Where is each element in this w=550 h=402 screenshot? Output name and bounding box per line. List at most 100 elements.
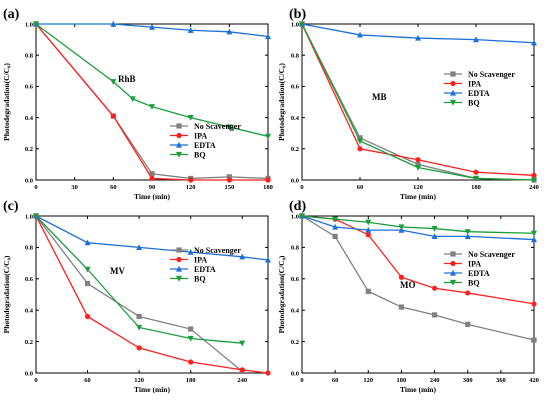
data-point (398, 274, 405, 280)
data-point (365, 232, 371, 238)
data-point (136, 244, 143, 250)
x-tick-label: 120 (134, 377, 144, 384)
legend-item: EDTA (444, 269, 490, 278)
y-tick-label: 0.0 (25, 177, 33, 184)
panel-label: (d) (289, 199, 306, 214)
legend-label: IPA (194, 255, 207, 264)
dye-annotation: RhB (118, 74, 136, 84)
data-point (465, 290, 471, 296)
series-bq (299, 21, 537, 184)
legend-item: No Scavenger (170, 122, 241, 131)
data-point (265, 177, 271, 183)
x-tick-label: 0 (34, 184, 37, 191)
chart-panel-a: 0 30 60 90 120 150 180 0.0 0.2 0.4 0.6 0.8 1.0 Time (… (2, 7, 273, 201)
data-point (84, 266, 91, 273)
series-line (301, 23, 535, 181)
x-axis-label: Time (min) (134, 192, 170, 201)
series-line (35, 23, 269, 137)
legend-swatch-marker (176, 275, 182, 282)
data-point (431, 312, 438, 318)
data-point (531, 337, 537, 343)
dye-annotation: MV (110, 266, 125, 276)
legend-swatch-marker (176, 141, 182, 148)
x-axis-label: Time (min) (134, 385, 170, 394)
y-tick-label: 0.6 (291, 276, 300, 283)
legend-item: BQ (170, 274, 206, 283)
series-line (35, 215, 269, 374)
data-point (357, 138, 363, 145)
legend-swatch-marker (450, 80, 456, 87)
y-tick-label: 0.4 (25, 115, 34, 122)
data-point (473, 36, 479, 43)
x-tick-label: 360 (496, 377, 506, 384)
x-axis-label: Time (min) (400, 192, 436, 201)
y-tick-label: 0.2 (25, 339, 33, 346)
y-tick-label: 0.6 (25, 84, 34, 91)
series-no-scavenger (33, 21, 271, 182)
data-point (332, 233, 338, 240)
legend-item: IPA (444, 259, 481, 268)
data-point (129, 96, 136, 103)
data-point (226, 124, 233, 131)
data-point (239, 340, 246, 347)
legend-label: BQ (468, 98, 480, 107)
x-tick-label: 120 (413, 184, 423, 191)
data-point (110, 20, 117, 27)
data-point (299, 213, 305, 220)
legend-swatch-marker (176, 265, 182, 272)
y-axis-label: Photodegradation(C/C₀) (277, 255, 286, 333)
data-point (187, 248, 194, 255)
data-point (531, 177, 537, 184)
legend-swatch-marker (450, 71, 456, 77)
chart-panel-c: 0 60 120 180 240 0.0 0.2 0.4 0.6 0.8 1.0 Time (min)… (2, 199, 271, 394)
data-point (187, 335, 194, 342)
data-point (531, 39, 537, 46)
y-tick-label: 0.2 (291, 146, 299, 153)
legend-label: BQ (194, 150, 206, 159)
legend-item: BQ (444, 98, 480, 107)
y-tick-label: 1.0 (25, 213, 33, 220)
y-tick-label: 0.8 (291, 53, 300, 60)
y-tick-label: 0.4 (25, 308, 34, 315)
x-tick-label: 120 (186, 184, 196, 191)
y-tick-label: 0.2 (25, 146, 33, 153)
data-point (110, 113, 116, 119)
data-point (473, 169, 479, 175)
data-point (265, 370, 271, 376)
y-tick-label: 1.0 (25, 21, 33, 28)
series-line (301, 23, 535, 176)
data-point (136, 324, 143, 331)
chart-panel-d: 0 60 120 180 240 300 360 420 0.0 0.2 0.4 0.6 0.8 1.0 T… (277, 199, 539, 394)
y-tick-label: 0.8 (25, 245, 34, 252)
data-point (531, 236, 537, 243)
panel-label: (c) (3, 199, 19, 214)
x-tick-label: 120 (363, 377, 373, 384)
y-tick-label: 1.0 (291, 21, 299, 28)
y-axis-label: Photodegradation(C/C₀) (2, 255, 11, 333)
legend-item: EDTA (444, 89, 490, 98)
legend-label: IPA (468, 79, 481, 88)
legend-label: BQ (468, 278, 480, 287)
legend-swatch-marker (450, 99, 456, 106)
y-axis-label: Photodegradation(C/C₀) (277, 63, 286, 141)
x-tick-label: 60 (357, 184, 364, 191)
series-ipa (33, 21, 271, 183)
data-point (357, 31, 363, 38)
data-point (415, 161, 421, 167)
legend-item: IPA (170, 131, 207, 140)
x-tick-label: 240 (430, 377, 440, 384)
x-tick-label: 300 (463, 377, 473, 384)
y-tick-label: 0.6 (25, 276, 34, 283)
legend-item: No Scavenger (444, 250, 515, 259)
data-point (465, 321, 471, 327)
y-tick-label: 0.0 (291, 177, 299, 184)
data-point (188, 177, 194, 183)
data-point (265, 256, 271, 263)
legend-swatch-marker (450, 251, 456, 257)
legend-swatch-marker (176, 247, 182, 253)
legend-item: BQ (444, 278, 480, 287)
series-line (35, 23, 268, 181)
data-point (265, 33, 271, 40)
legend-label: No Scavenger (468, 70, 515, 79)
